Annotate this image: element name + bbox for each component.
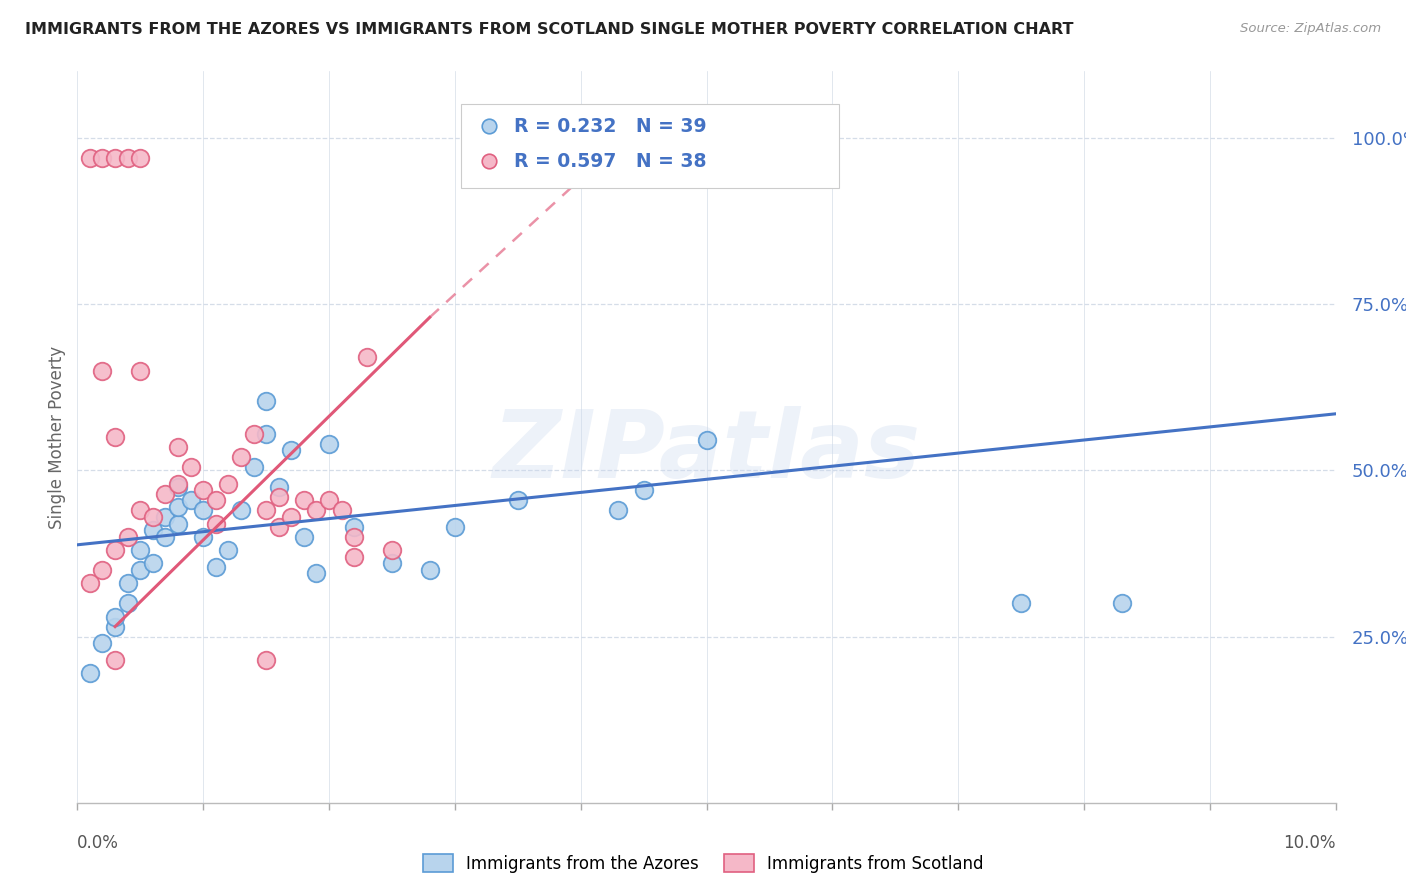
Point bbox=[79, 666, 101, 681]
Point bbox=[356, 351, 378, 365]
Point bbox=[267, 520, 290, 534]
Point bbox=[155, 509, 177, 524]
Point bbox=[318, 436, 340, 450]
Point bbox=[104, 151, 127, 165]
Point bbox=[142, 523, 165, 537]
Point bbox=[343, 530, 366, 544]
Point bbox=[180, 493, 202, 508]
Point bbox=[242, 460, 264, 475]
Point bbox=[104, 653, 127, 667]
Point bbox=[79, 151, 101, 165]
Point bbox=[91, 151, 114, 165]
Point bbox=[696, 434, 718, 448]
Point bbox=[191, 503, 215, 517]
Point bbox=[104, 543, 127, 558]
Point bbox=[129, 151, 152, 165]
Text: Source: ZipAtlas.com: Source: ZipAtlas.com bbox=[1240, 22, 1381, 36]
Point bbox=[444, 520, 467, 534]
Point bbox=[129, 563, 152, 577]
Point bbox=[191, 530, 215, 544]
Text: 0.0%: 0.0% bbox=[77, 834, 120, 852]
Point bbox=[117, 576, 139, 591]
Point bbox=[167, 476, 190, 491]
Point bbox=[419, 563, 441, 577]
Legend: Immigrants from the Azores, Immigrants from Scotland: Immigrants from the Azores, Immigrants f… bbox=[416, 847, 990, 880]
Point bbox=[506, 493, 529, 508]
Point bbox=[280, 443, 302, 458]
Point bbox=[305, 503, 328, 517]
FancyBboxPatch shape bbox=[461, 104, 838, 188]
Point bbox=[167, 480, 190, 494]
Point bbox=[267, 480, 290, 494]
Point bbox=[1111, 596, 1133, 610]
Point bbox=[155, 486, 177, 500]
Point bbox=[330, 503, 353, 517]
Point bbox=[292, 493, 315, 508]
Text: ZIPatlas: ZIPatlas bbox=[492, 406, 921, 498]
Text: R = 0.597   N = 38: R = 0.597 N = 38 bbox=[515, 152, 706, 171]
Point bbox=[318, 493, 340, 508]
Point bbox=[167, 516, 190, 531]
Point bbox=[229, 450, 252, 464]
Point bbox=[292, 530, 315, 544]
Point bbox=[254, 426, 277, 441]
Point bbox=[280, 509, 302, 524]
Point bbox=[381, 557, 404, 571]
Point bbox=[343, 520, 366, 534]
Y-axis label: Single Mother Poverty: Single Mother Poverty bbox=[48, 345, 66, 529]
Point bbox=[180, 460, 202, 475]
Text: R = 0.232   N = 39: R = 0.232 N = 39 bbox=[515, 117, 707, 136]
Point bbox=[254, 503, 277, 517]
Point bbox=[79, 576, 101, 591]
Point bbox=[142, 557, 165, 571]
Point bbox=[343, 549, 366, 564]
Point bbox=[104, 430, 127, 444]
Point bbox=[217, 476, 239, 491]
Point bbox=[91, 636, 114, 650]
Point bbox=[117, 596, 139, 610]
Point bbox=[129, 503, 152, 517]
Point bbox=[91, 363, 114, 377]
Point bbox=[254, 393, 277, 408]
Text: 10.0%: 10.0% bbox=[1284, 834, 1336, 852]
Point bbox=[204, 493, 226, 508]
Point bbox=[104, 619, 127, 633]
Point bbox=[607, 503, 630, 517]
Point bbox=[91, 563, 114, 577]
Point bbox=[204, 559, 226, 574]
Point bbox=[633, 483, 655, 498]
Point bbox=[167, 500, 190, 514]
Point bbox=[129, 543, 152, 558]
Point bbox=[267, 490, 290, 504]
Point bbox=[254, 653, 277, 667]
Point bbox=[1010, 596, 1032, 610]
Point bbox=[191, 483, 215, 498]
Point bbox=[129, 363, 152, 377]
Point bbox=[117, 151, 139, 165]
Point bbox=[117, 530, 139, 544]
Point bbox=[305, 566, 328, 581]
Text: IMMIGRANTS FROM THE AZORES VS IMMIGRANTS FROM SCOTLAND SINGLE MOTHER POVERTY COR: IMMIGRANTS FROM THE AZORES VS IMMIGRANTS… bbox=[25, 22, 1074, 37]
Point bbox=[229, 503, 252, 517]
Point bbox=[242, 426, 264, 441]
Point bbox=[217, 543, 239, 558]
Point bbox=[204, 516, 226, 531]
Point bbox=[104, 609, 127, 624]
Point bbox=[155, 530, 177, 544]
Point bbox=[142, 509, 165, 524]
Point bbox=[381, 543, 404, 558]
Point bbox=[167, 440, 190, 454]
